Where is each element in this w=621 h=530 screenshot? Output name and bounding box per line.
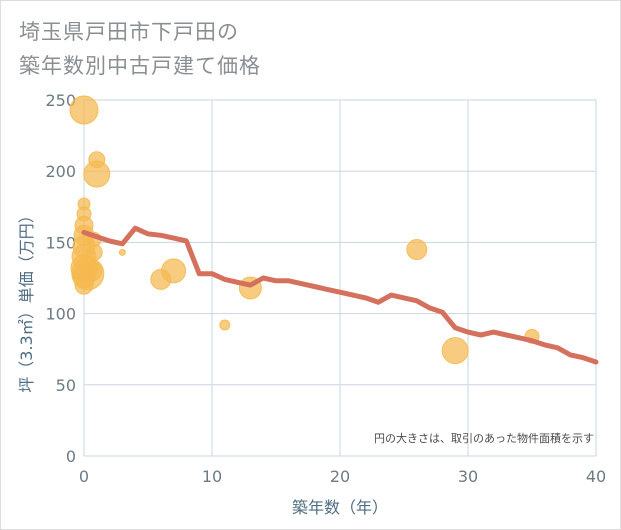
y-axis-label: 坪（3.3㎡）単価（万円） — [17, 207, 36, 392]
bubble-size-note: 円の大きさは、取引のあった物件面積を示す — [374, 431, 594, 445]
bubble-point — [83, 160, 111, 188]
average-line-series — [81, 225, 599, 365]
chart-title-line-2: 築年数別中古戸建て価格 — [19, 54, 261, 78]
x-tick-labels: 0 10 20 30 40 — [79, 467, 606, 486]
bubble-point — [406, 239, 428, 261]
y-tick-label: 50 — [56, 376, 76, 395]
bubble-point — [219, 319, 231, 331]
y-tick-label: 150 — [45, 233, 76, 252]
average-line — [81, 225, 599, 365]
chart-title: 埼玉県戸田市下戸田の 築年数別中古戸建て価格 — [19, 15, 261, 83]
grid-lines — [83, 99, 597, 457]
bubble-series — [69, 95, 540, 365]
bubble-point — [161, 258, 187, 284]
bubble-point — [69, 95, 99, 125]
x-tick-label: 20 — [330, 467, 350, 486]
x-tick-label: 40 — [586, 467, 606, 486]
x-tick-label: 10 — [202, 467, 222, 486]
y-tick-label: 100 — [45, 305, 76, 324]
y-tick-label: 250 — [45, 91, 76, 110]
x-axis-label: 築年数（年） — [292, 498, 388, 517]
bubble-point — [81, 260, 103, 282]
bubble-point — [118, 248, 126, 256]
bubble-point — [441, 337, 469, 365]
y-tick-labels: 0 50 100 150 200 250 — [45, 91, 76, 466]
y-tick-label: 0 — [66, 447, 76, 466]
y-tick-label: 200 — [45, 162, 76, 181]
x-tick-label: 0 — [79, 467, 89, 486]
chart-title-line-1: 埼玉県戸田市下戸田の — [19, 20, 239, 44]
x-tick-label: 30 — [458, 467, 478, 486]
